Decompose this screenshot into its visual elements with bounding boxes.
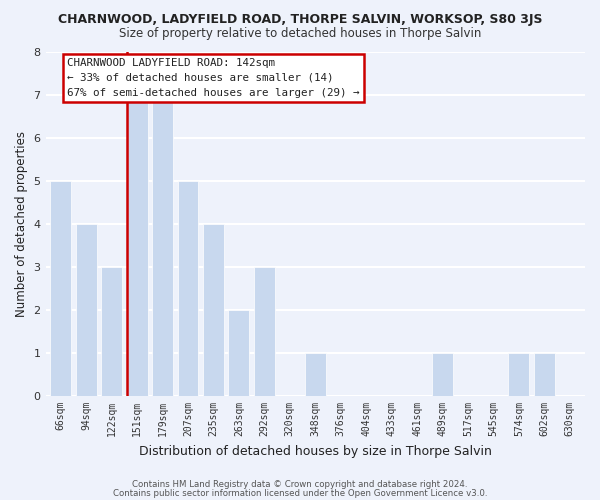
Bar (127, 94, 148, 396)
Text: Contains HM Land Registry data © Crown copyright and database right 2024.: Contains HM Land Registry data © Crown c… (132, 480, 468, 489)
Text: CHARNWOOD, LADYFIELD ROAD, THORPE SALVIN, WORKSOP, S80 3JS: CHARNWOOD, LADYFIELD ROAD, THORPE SALVIN… (58, 12, 542, 26)
Text: CHARNWOOD LADYFIELD ROAD: 142sqm
← 33% of detached houses are smaller (14)
67% o: CHARNWOOD LADYFIELD ROAD: 142sqm ← 33% o… (67, 58, 359, 98)
Bar (305, 353, 326, 396)
Bar (508, 353, 529, 396)
Bar (101, 267, 122, 396)
Bar (229, 310, 250, 396)
Bar (50, 180, 71, 396)
Y-axis label: Number of detached properties: Number of detached properties (15, 131, 28, 317)
Text: Size of property relative to detached houses in Thorpe Salvin: Size of property relative to detached ho… (119, 28, 481, 40)
Bar (178, 180, 199, 396)
Bar (432, 353, 453, 396)
Bar (203, 224, 224, 396)
X-axis label: Distribution of detached houses by size in Thorpe Salvin: Distribution of detached houses by size … (139, 444, 492, 458)
Bar (152, 94, 173, 396)
Bar (534, 353, 555, 396)
Bar (254, 267, 275, 396)
Bar (76, 224, 97, 396)
Text: Contains public sector information licensed under the Open Government Licence v3: Contains public sector information licen… (113, 488, 487, 498)
